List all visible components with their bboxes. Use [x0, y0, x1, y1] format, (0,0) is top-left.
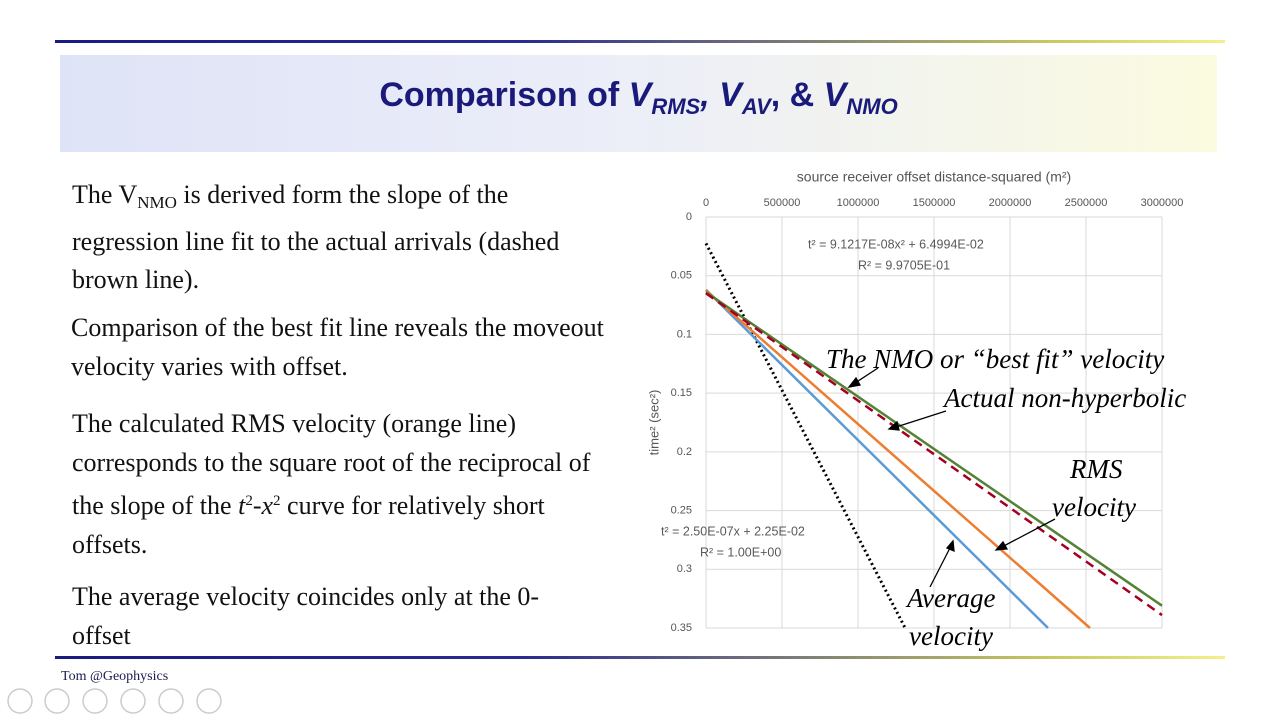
text: Comparison of the best fit line reveals … — [71, 313, 604, 381]
title-sub: NMO — [846, 94, 898, 119]
series-line — [705, 288, 1049, 629]
text: The average velocity coincides only at t… — [72, 582, 540, 650]
x-axis-title: source receiver offset distance-squared … — [797, 169, 1071, 185]
superscript: 2 — [273, 493, 281, 509]
equation: t² = 2.50E-07x + 2.25E-02 — [661, 524, 805, 538]
series-line — [705, 289, 1091, 629]
title-text: , & — [770, 76, 824, 114]
callout: The NMO or “best fit” velocity — [826, 344, 1164, 374]
x-tick-label: 2500000 — [1065, 197, 1108, 209]
title-band — [60, 55, 1217, 152]
equation: t² = 9.1217E-08x² + 6.4994E-02 — [808, 237, 984, 251]
callout-arrows — [847, 367, 1056, 588]
x-tick-label: 1500000 — [913, 197, 956, 209]
series-line — [704, 242, 907, 629]
superscript: 2 — [245, 493, 253, 509]
x-tick-label: 500000 — [764, 197, 801, 209]
title-sub: RMS — [651, 94, 701, 119]
title-text: , — [700, 76, 720, 114]
paragraph: The calculated RMS velocity (orange line… — [72, 405, 620, 564]
slide-title: Comparison of VRMS, VAV, & VNMO — [60, 76, 1217, 120]
y-tick-label: 0.1 — [677, 328, 692, 340]
y-tick-label: 0.3 — [677, 563, 692, 575]
y-tick-label: 0.2 — [677, 446, 692, 458]
equation: R² = 9.9705E-01 — [858, 258, 950, 272]
y-tick-label: 0.15 — [671, 387, 692, 399]
title-text: V — [823, 76, 847, 114]
callout: velocity — [909, 621, 993, 651]
callout: Average — [905, 583, 995, 613]
bottom-rule — [55, 656, 1225, 659]
footer: Tom @Geophysics — [61, 669, 169, 684]
y-tick-label: 0.35 — [671, 622, 692, 634]
series-line — [705, 292, 1163, 617]
text: - — [252, 491, 262, 520]
subscript: NMO — [137, 193, 177, 212]
x-tick-label: 3000000 — [1141, 197, 1184, 209]
y-tick-label: 0.05 — [671, 270, 692, 282]
italic: x — [261, 491, 274, 520]
y-tick-label: 0.25 — [671, 504, 692, 516]
x-tick-label: 0 — [703, 197, 709, 209]
text: The calculated RMS velocity (orange line… — [72, 409, 591, 520]
y-tick-label: 0 — [686, 211, 692, 223]
paragraph: Comparison of the best fit line reveals … — [71, 309, 619, 386]
y-axis-title: time² (sec²) — [646, 390, 661, 456]
callout: velocity — [1052, 492, 1136, 522]
equation: R² = 1.00E+00 — [700, 545, 781, 559]
title-sub: AV — [741, 94, 771, 119]
series-line — [705, 291, 1163, 607]
callout: Actual non-hyperbolic — [942, 383, 1186, 413]
italic: t — [238, 491, 246, 520]
text: The V — [72, 180, 138, 209]
text: is derived form the slope of the regress… — [72, 180, 560, 294]
text: curve for relatively short offsets. — [72, 491, 545, 559]
title-text: V — [719, 76, 742, 114]
paragraph: The VNMO is derived form the slope of th… — [72, 176, 620, 300]
callout: RMS — [1069, 454, 1123, 484]
title-text: V — [628, 76, 652, 114]
paragraph: The average velocity coincides only at t… — [72, 578, 572, 655]
player-controls — [7, 688, 222, 714]
top-rule — [55, 40, 1225, 43]
x-tick-label: 1000000 — [837, 197, 880, 209]
x-tick-label: 2000000 — [989, 197, 1032, 209]
title-text: Comparison of — [379, 76, 629, 114]
